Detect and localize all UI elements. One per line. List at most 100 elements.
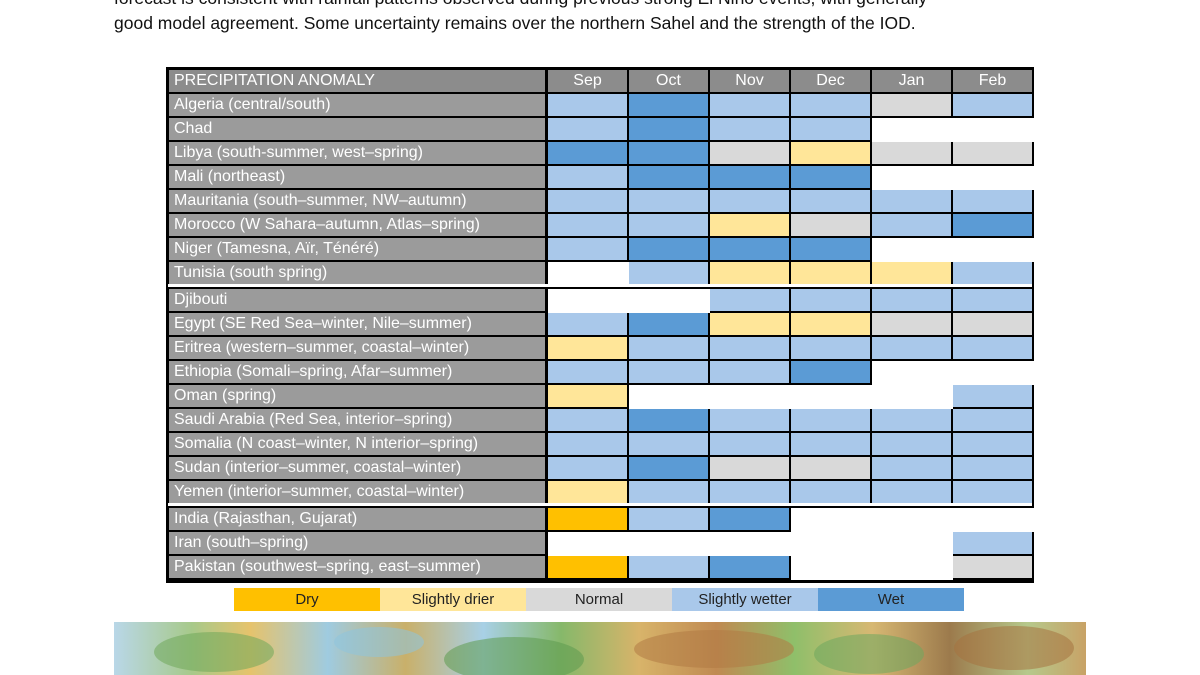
anomaly-cell [710,190,789,212]
anomaly-cell [872,166,953,190]
anomaly-cell [629,118,708,140]
anomaly-cell [953,262,1032,284]
month-header-sep: Sep [548,70,627,92]
row-label: Libya (south-summer, west–spring) [169,142,545,164]
anomaly-cell [872,409,951,431]
row-label: Algeria (central/south) [169,94,545,116]
row-label: Somalia (N coast–winter, N interior–spri… [169,433,545,455]
legend-slightly-wetter: Slightly wetter [672,588,818,611]
anomaly-cell [791,409,870,431]
anomaly-cell [953,190,1032,212]
row-label: Chad [169,118,545,140]
anomaly-cell [710,361,789,383]
row-label: Ethiopia (Somali–spring, Afar–summer) [169,361,545,383]
anomaly-cell [548,385,627,407]
month-header-oct: Oct [629,70,708,92]
anomaly-cell [791,289,870,311]
anomaly-cell [791,457,870,479]
anomaly-cell [548,238,627,260]
month-header-nov: Nov [710,70,789,92]
anomaly-cell [629,508,708,530]
anomaly-cell [953,289,1032,311]
anomaly-cell [710,166,789,188]
anomaly-cell [710,481,789,503]
anomaly-cell [710,289,789,311]
anomaly-cell [629,313,708,335]
anomaly-cell [629,262,708,284]
row-label: Mali (northeast) [169,166,545,188]
precipitation-anomaly-table: PRECIPITATION ANOMALY Sep Oct Nov Dec Jan Feb A… [166,67,1034,583]
legend-slightly-drier: Slightly drier [380,588,526,611]
anomaly-cell [791,190,870,212]
anomaly-cell [548,166,627,188]
anomaly-cell [548,361,627,383]
anomaly-cell [791,385,872,409]
anomaly-cell [953,142,1032,164]
anomaly-cell [629,556,708,578]
anomaly-cell [872,481,951,503]
anomaly-cell [548,142,627,164]
regional-map-image [114,622,1086,675]
anomaly-cell [629,361,708,383]
anomaly-cell [953,508,1034,532]
anomaly-cell [791,361,870,383]
anomaly-cell [710,409,789,431]
row-label: Morocco (W Sahara–autumn, Atlas–spring) [169,214,545,236]
anomaly-cell [791,262,870,284]
anomaly-cell [629,433,708,455]
anomaly-cell [710,118,789,140]
row-label: Oman (spring) [169,385,545,407]
anomaly-cell [548,532,629,556]
anomaly-cell [872,457,951,479]
anomaly-cell [710,532,791,556]
table-corner-label: PRECIPITATION ANOMALY [169,70,545,92]
row-label: Tunisia (south spring) [169,262,545,284]
anomaly-cell [548,481,627,503]
row-label: Egypt (SE Red Sea–winter, Nile–summer) [169,313,545,335]
anomaly-cell [953,118,1034,142]
anomaly-cell [548,556,627,578]
anomaly-cell [872,238,953,262]
anomaly-cell [710,94,789,116]
intro-line-1: forecast is consistent with rainfall pat… [114,0,1094,11]
anomaly-cell [953,361,1034,385]
anomaly-cell [710,337,789,359]
anomaly-cell [872,556,953,580]
anomaly-cell [710,385,791,409]
anomaly-cell [548,94,627,116]
anomaly-cell [548,508,627,530]
anomaly-cell [710,262,789,284]
anomaly-cell [791,94,870,116]
anomaly-cell [629,289,710,313]
anomaly-cell [791,166,870,188]
anomaly-cell [791,118,870,140]
anomaly-cell [710,142,789,164]
anomaly-cell [791,433,870,455]
section-separator [168,503,1032,506]
anomaly-cell [953,238,1034,262]
month-header-jan: Jan [872,70,951,92]
anomaly-cell [629,166,708,188]
anomaly-cell [953,166,1034,190]
legend-wet: Wet [818,588,964,611]
month-header-feb: Feb [953,70,1032,92]
anomaly-cell [872,313,951,335]
anomaly-cell [953,409,1032,431]
anomaly-cell [710,313,789,335]
anomaly-cell [953,94,1032,116]
anomaly-cell [872,94,951,116]
row-label: Yemen (interior–summer, coastal–winter) [169,481,545,503]
anomaly-cell [872,289,951,311]
legend-dry: Dry [234,588,380,611]
anomaly-cell [548,313,627,335]
anomaly-cell [791,556,872,580]
anomaly-cell [872,118,953,142]
anomaly-cell [953,214,1032,236]
anomaly-cell [629,337,708,359]
anomaly-cell [872,433,951,455]
intro-line-2: good model agreement. Some uncertainty r… [114,13,916,33]
anomaly-cell [953,457,1032,479]
anomaly-cell [548,457,627,479]
anomaly-cell [629,481,708,503]
anomaly-cell [710,508,789,530]
